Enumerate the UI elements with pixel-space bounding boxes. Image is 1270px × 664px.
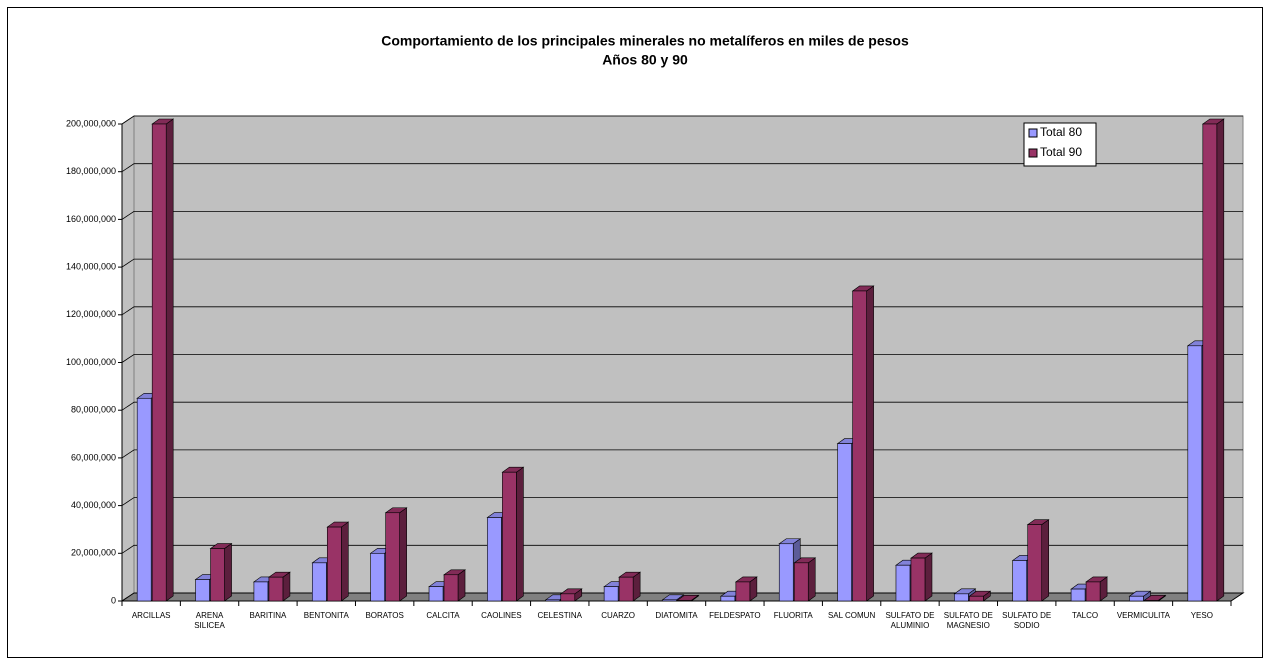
y-tick-label: 140,000,000	[66, 261, 116, 271]
y-tick-label: 60,000,000	[71, 452, 116, 462]
bar-side	[1041, 519, 1050, 602]
bar	[545, 599, 561, 602]
y-tick-label: 40,000,000	[71, 500, 116, 510]
bar	[1202, 123, 1218, 602]
chart-subtitle: Años 80 y 90	[602, 52, 688, 68]
bar	[136, 397, 152, 602]
bar	[662, 599, 677, 602]
bar	[618, 576, 634, 602]
legend-swatch	[1028, 128, 1038, 138]
bar	[370, 552, 385, 602]
grid-line	[121, 210, 1243, 220]
x-tick-label: FELDESPATO	[709, 611, 761, 620]
bar	[954, 593, 969, 602]
grid-line	[121, 258, 1243, 268]
x-tick-label: ARCILLAS	[131, 611, 171, 620]
bar	[311, 562, 327, 602]
bar-side	[866, 285, 874, 602]
bar	[210, 548, 225, 602]
chart-title: Comportamiento de los principales minera…	[381, 33, 909, 49]
bar-side	[224, 542, 232, 602]
bar	[1070, 588, 1086, 602]
y-tick-label: 80,000,000	[71, 405, 116, 415]
x-tick-label: CELESTINA	[537, 611, 582, 620]
bar	[428, 586, 444, 602]
bar	[793, 562, 809, 602]
bar	[735, 581, 751, 602]
x-tick-label: VERMICULITA	[1116, 611, 1171, 620]
legend-label: Total 80	[1040, 125, 1082, 139]
bar	[151, 123, 167, 602]
y-tick-label: 160,000,000	[66, 214, 116, 224]
bar	[778, 543, 794, 602]
bar	[895, 564, 911, 602]
bar	[603, 586, 619, 602]
grid-line	[121, 115, 1243, 125]
legend-swatch	[1028, 148, 1038, 158]
bar	[852, 290, 867, 602]
bar	[502, 471, 517, 602]
legend-label: Total 90	[1040, 145, 1082, 159]
bar-side	[340, 521, 349, 602]
y-tick-label: 200,000,000	[66, 118, 116, 128]
bar-side	[516, 466, 524, 602]
y-tick-label: 180,000,000	[66, 166, 116, 176]
bar	[1144, 599, 1159, 602]
bar	[1027, 524, 1043, 602]
bar	[253, 581, 269, 602]
y-tick-label: 0	[111, 595, 116, 605]
bar	[560, 593, 576, 602]
y-tick-label: 120,000,000	[66, 309, 116, 319]
bar-side	[924, 552, 933, 602]
bar	[268, 576, 284, 602]
x-tick-label: SULFATO DE ALUMINIO	[885, 611, 935, 630]
x-tick-label: YESO	[1190, 611, 1213, 620]
bar	[487, 517, 502, 602]
x-tick-label: CUARZO	[601, 611, 636, 620]
bar	[969, 595, 984, 602]
bar	[1085, 581, 1101, 602]
y-tick-label: 100,000,000	[66, 357, 116, 367]
bar	[326, 526, 342, 602]
x-tick-label: DIATOMITA	[655, 611, 698, 620]
x-tick-label: SULFATO DE MAGNESIO	[943, 611, 993, 630]
bar	[837, 443, 852, 602]
grid-line	[121, 163, 1243, 173]
bar	[1187, 345, 1203, 602]
x-tick-label: CAOLINES	[481, 611, 522, 620]
x-tick-label: ARENA SILICEA	[194, 611, 225, 630]
bar-side	[457, 569, 466, 602]
y-tick-label: 20,000,000	[71, 548, 116, 558]
bar	[677, 599, 692, 602]
bar-side	[807, 557, 816, 602]
bar	[1129, 595, 1144, 602]
bar	[195, 579, 210, 602]
bar	[910, 557, 926, 602]
bar-side	[1216, 118, 1225, 602]
x-tick-label: TALCO	[1072, 611, 1099, 620]
x-tick-label: BORATOS	[365, 611, 404, 620]
x-tick-label: BENTONITA	[303, 611, 349, 620]
bar-side	[399, 507, 407, 602]
x-tick-label: BARITINA	[249, 611, 287, 620]
bar	[385, 512, 400, 602]
x-tick-label: SAL COMUN	[827, 611, 876, 620]
bar	[720, 595, 736, 602]
legend-box	[1023, 122, 1097, 167]
bar	[1012, 560, 1028, 602]
bar	[443, 574, 459, 602]
x-tick-label: FLUORITA	[773, 611, 813, 620]
bar-side	[165, 118, 174, 602]
x-tick-label: CALCITA	[426, 611, 460, 620]
x-tick-label: SULFATO DE SODIO	[1002, 611, 1052, 630]
